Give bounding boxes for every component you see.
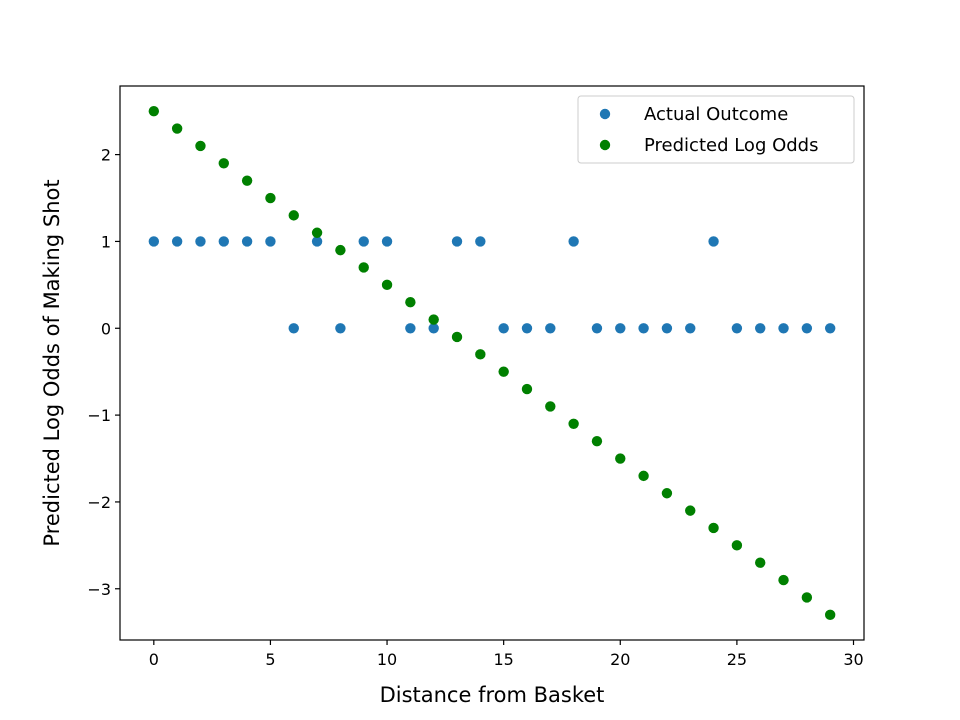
point-predicted-log-odds xyxy=(218,158,229,169)
point-predicted-log-odds xyxy=(475,349,486,360)
point-actual-outcome xyxy=(568,236,579,247)
point-actual-outcome xyxy=(498,323,509,334)
point-predicted-log-odds xyxy=(708,522,719,534)
x-tick-label: 15 xyxy=(493,650,513,669)
point-predicted-log-odds xyxy=(335,244,346,256)
point-actual-outcome xyxy=(451,236,463,247)
point-predicted-log-odds xyxy=(405,297,416,308)
legend-marker xyxy=(599,108,611,120)
point-predicted-log-odds xyxy=(638,470,649,482)
point-predicted-log-odds xyxy=(521,383,533,395)
point-actual-outcome xyxy=(615,323,626,334)
y-tick-label: 0 xyxy=(101,319,111,338)
point-actual-outcome xyxy=(171,236,183,247)
point-actual-outcome xyxy=(428,323,439,334)
point-actual-outcome xyxy=(638,323,649,334)
point-predicted-log-odds xyxy=(731,540,743,551)
point-predicted-log-odds xyxy=(568,418,579,429)
point-actual-outcome xyxy=(475,236,486,247)
point-predicted-log-odds xyxy=(288,210,299,221)
y-tick-label: 2 xyxy=(101,146,111,165)
point-predicted-log-odds xyxy=(801,592,813,603)
point-actual-outcome xyxy=(731,323,743,334)
x-tick-label: 20 xyxy=(610,650,630,669)
point-actual-outcome xyxy=(755,323,766,334)
point-predicted-log-odds xyxy=(428,314,439,325)
legend-marker xyxy=(599,139,611,151)
x-tick-label: 5 xyxy=(265,650,275,669)
y-tick-label: 1 xyxy=(101,232,111,251)
point-actual-outcome xyxy=(778,323,789,334)
point-predicted-log-odds xyxy=(545,401,556,412)
legend-entry-label: Actual Outcome xyxy=(644,104,788,125)
point-predicted-log-odds xyxy=(381,279,393,291)
x-tick-label: 10 xyxy=(377,650,397,669)
legend: Actual Outcome Predicted Log Odds xyxy=(577,95,855,164)
point-actual-outcome xyxy=(824,323,836,334)
point-predicted-log-odds xyxy=(195,140,206,152)
point-actual-outcome xyxy=(381,236,393,247)
point-actual-outcome xyxy=(661,323,673,334)
y-axis-label: Predicted Log Odds of Making Shot xyxy=(40,179,64,546)
point-predicted-log-odds xyxy=(358,262,369,273)
plot-frame xyxy=(119,85,865,641)
x-axis-label: Distance from Basket xyxy=(380,683,605,707)
point-predicted-log-odds xyxy=(685,505,696,516)
point-actual-outcome xyxy=(311,236,323,247)
axes: 0 5 10 15 20 25 30 −3 −2 −1 0 1 2 xyxy=(87,85,865,669)
point-actual-outcome xyxy=(358,236,369,247)
point-actual-outcome xyxy=(241,236,253,247)
point-predicted-log-odds xyxy=(824,609,836,621)
point-actual-outcome xyxy=(591,323,603,334)
point-predicted-log-odds xyxy=(661,488,673,499)
point-actual-outcome xyxy=(218,236,229,247)
point-predicted-log-odds xyxy=(451,331,463,343)
point-actual-outcome xyxy=(545,323,556,334)
point-predicted-log-odds xyxy=(148,105,160,117)
point-predicted-log-odds xyxy=(311,227,323,238)
point-actual-outcome xyxy=(521,323,533,334)
point-predicted-log-odds xyxy=(755,557,766,568)
point-predicted-log-odds xyxy=(241,175,253,186)
point-predicted-log-odds xyxy=(265,192,276,204)
legend-entry-label: Predicted Log Odds xyxy=(644,135,819,156)
point-actual-outcome xyxy=(685,323,696,334)
y-tick-label: −2 xyxy=(87,493,111,512)
point-actual-outcome xyxy=(288,323,299,334)
point-predicted-log-odds xyxy=(498,366,509,377)
y-tick-label: −1 xyxy=(87,406,111,425)
x-tick-label: 30 xyxy=(843,650,863,669)
point-predicted-log-odds xyxy=(778,574,789,586)
point-actual-outcome xyxy=(801,323,813,334)
x-tick-label: 25 xyxy=(727,650,747,669)
point-predicted-log-odds xyxy=(615,453,626,464)
point-actual-outcome xyxy=(708,236,719,247)
point-actual-outcome xyxy=(195,236,206,247)
point-actual-outcome xyxy=(148,236,160,247)
data-points xyxy=(148,105,836,621)
point-actual-outcome xyxy=(405,323,416,334)
point-actual-outcome xyxy=(265,236,276,247)
y-tick-label: −3 xyxy=(87,580,111,599)
x-tick-label: 0 xyxy=(149,650,159,669)
point-actual-outcome xyxy=(335,323,346,334)
point-predicted-log-odds xyxy=(591,435,603,447)
legend-box xyxy=(577,95,855,164)
point-predicted-log-odds xyxy=(171,123,183,134)
